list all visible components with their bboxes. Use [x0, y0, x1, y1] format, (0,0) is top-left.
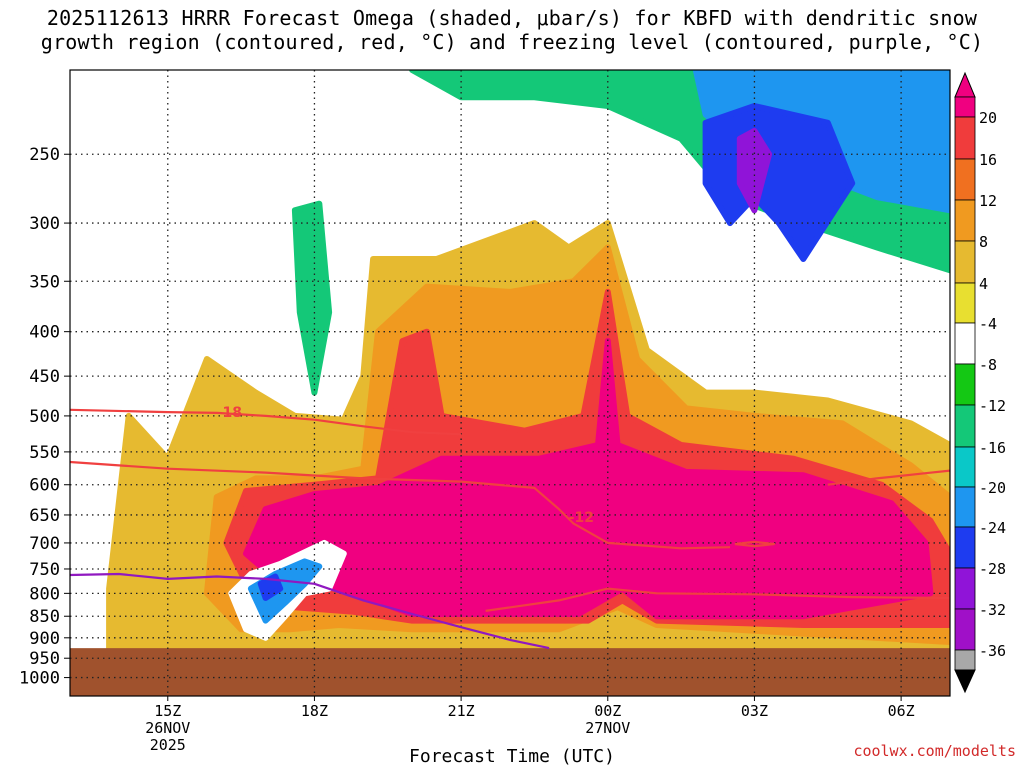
- colorbar-label: -16: [979, 439, 1006, 457]
- colorbar-segment: [954, 322, 976, 365]
- colorbar-segment: [954, 282, 976, 324]
- ground-layer: [70, 648, 950, 696]
- contour-lines: -18 -12: [70, 405, 950, 650]
- x-tick-label: 15Z: [154, 702, 181, 720]
- colorbar-segment: [954, 526, 976, 569]
- colorbar-top-arrow: [954, 71, 976, 98]
- y-axis: 2503003504004505005506006507007508008509…: [19, 145, 70, 689]
- omega-region-magenta-main: [243, 338, 934, 620]
- y-tick-label: 950: [29, 649, 60, 669]
- x-tick-label: 06Z: [888, 702, 915, 720]
- grid-lines: [70, 70, 950, 696]
- colorbar-label: 12: [979, 192, 997, 210]
- colorbar-segment: [954, 486, 976, 528]
- colorbar-label: 4: [979, 275, 988, 293]
- x-tick-label: 26NOV: [145, 719, 190, 737]
- colorbar-bottom-arrow: [954, 669, 976, 694]
- y-tick-label: 800: [29, 584, 60, 604]
- y-tick-label: 900: [29, 629, 60, 649]
- y-tick-label: 450: [29, 367, 60, 387]
- y-tick-label: 650: [29, 506, 60, 526]
- contour-line-1: [70, 460, 731, 550]
- x-tick-label: 27NOV: [585, 719, 630, 737]
- colorbar-segment: [954, 158, 976, 201]
- x-tick-label: 03Z: [741, 702, 768, 720]
- y-tick-label: 400: [29, 323, 60, 343]
- colorbar: 20 16 12 8 4 -4 -8 -12 -16 -20 -24 -28 -32 -36: [954, 71, 1006, 694]
- colorbar-label: -32: [979, 601, 1006, 619]
- colorbar-label: -24: [979, 519, 1006, 537]
- credit-text: coolwx.com/modelts: [853, 742, 1016, 760]
- contour-label: -12: [569, 510, 594, 526]
- contour-line-0: [70, 408, 462, 436]
- omega-region-teal-tongue: [291, 200, 333, 396]
- title-line-1: 2025112613 HRRR Forecast Omega (shaded, …: [46, 6, 978, 30]
- y-tick-label: 250: [29, 145, 60, 165]
- contour-line-5: [70, 572, 550, 650]
- y-tick-label: 600: [29, 476, 60, 496]
- colorbar-label: -20: [979, 479, 1006, 497]
- omega-shading: [106, 70, 950, 652]
- x-tick-label: 21Z: [448, 702, 475, 720]
- colorbar-segment: [954, 240, 976, 284]
- omega-region-deep-purple-cell: [736, 127, 773, 214]
- colorbar-segment: [954, 116, 976, 160]
- colorbar-segment: [954, 567, 976, 610]
- colorbar-segment: [954, 608, 976, 651]
- title-line-2: growth region (contoured, red, °C) and f…: [40, 30, 984, 54]
- y-tick-label: 500: [29, 407, 60, 427]
- colorbar-segment: [954, 446, 976, 488]
- x-tick-label: 18Z: [301, 702, 328, 720]
- contour-line-2: [827, 469, 950, 486]
- colorbar-label: 20: [979, 109, 997, 127]
- y-tick-label: 700: [29, 534, 60, 554]
- y-tick-label: 1000: [19, 669, 60, 689]
- x-axis-label: Forecast Time (UTC): [409, 746, 615, 767]
- colorbar-label: -28: [979, 560, 1006, 578]
- contour-label: -18: [217, 405, 242, 421]
- colorbar-label: 16: [979, 151, 997, 169]
- colorbar-segment: [954, 199, 976, 242]
- y-tick-label: 300: [29, 214, 60, 234]
- colorbar-segment: [954, 363, 976, 406]
- ground-fill: [70, 648, 950, 696]
- colorbar-segment: [954, 649, 976, 671]
- contour-line-3: [485, 587, 950, 612]
- y-tick-label: 850: [29, 607, 60, 627]
- colorbar-segment: [954, 96, 976, 118]
- x-tick-label: 2025: [150, 736, 186, 754]
- colorbar-segment: [954, 404, 976, 448]
- colorbar-label: -4: [979, 315, 997, 333]
- y-tick-label: 350: [29, 272, 60, 292]
- contour-line-4: [734, 540, 776, 548]
- plot-frame: [69, 69, 951, 697]
- colorbar-label: -36: [979, 642, 1006, 660]
- y-tick-label: 750: [29, 560, 60, 580]
- y-tick-label: 550: [29, 443, 60, 463]
- colorbar-label: -12: [979, 397, 1006, 415]
- colorbar-label: 8: [979, 233, 988, 251]
- x-tick-label: 00Z: [594, 702, 621, 720]
- omega-region-blue-low: [247, 558, 323, 624]
- chart-title: 2025112613 HRRR Forecast Omega (shaded, …: [0, 6, 1024, 54]
- colorbar-label: -8: [979, 356, 997, 374]
